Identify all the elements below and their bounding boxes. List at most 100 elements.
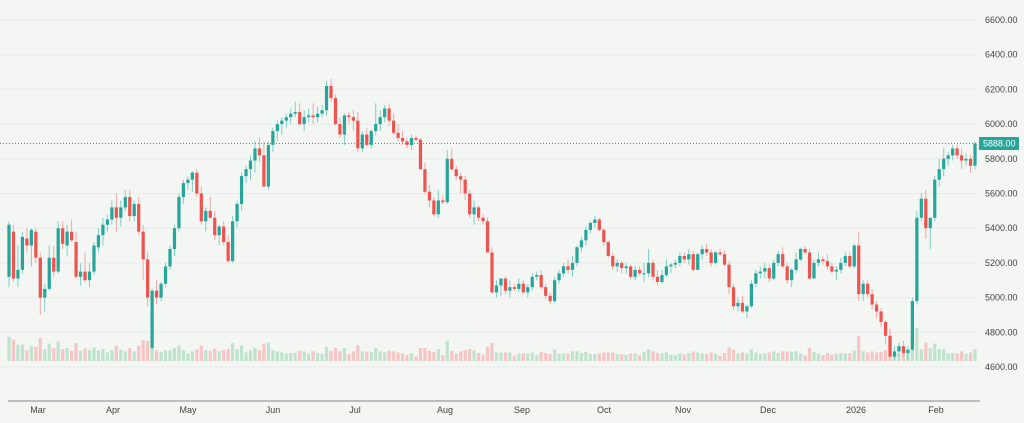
candle [548, 295, 552, 302]
candle [351, 117, 355, 121]
volume-bar [714, 353, 718, 361]
volume-bar [673, 355, 677, 361]
candle [499, 278, 503, 286]
volume-bar [257, 350, 262, 361]
volume-bar [857, 335, 861, 361]
volume-bar [830, 354, 834, 361]
candle [570, 262, 575, 270]
candle [731, 287, 736, 307]
price-tick-label: 4600.00 [985, 362, 1018, 372]
volume-bar [47, 343, 51, 361]
price-tick-label: 6600.00 [985, 15, 1018, 25]
candle [593, 219, 597, 223]
volume-bar [579, 353, 584, 361]
candle [266, 144, 270, 187]
candle [830, 266, 834, 272]
volume-bar [588, 354, 592, 361]
candle [946, 155, 950, 159]
candle [418, 139, 423, 170]
price-axis[interactable]: 6600.00 6400.00 6200.00 6000.00 5800.00 5600.… [985, 15, 1018, 372]
candle [168, 249, 172, 267]
candle [682, 255, 686, 260]
volume-bar [687, 353, 691, 361]
volume-bar [794, 351, 798, 361]
volume-bar [65, 348, 69, 361]
volume-bar [423, 348, 427, 361]
candle [937, 169, 941, 180]
candle [973, 143, 977, 166]
volume-bar [293, 353, 297, 361]
price-tick-label: 5800.00 [985, 154, 1018, 164]
candle [186, 179, 190, 184]
candle [141, 231, 145, 260]
volume-bar [315, 353, 320, 361]
candle [239, 176, 244, 204]
volume-bar [61, 349, 65, 361]
candle [146, 259, 150, 298]
candle [722, 254, 727, 265]
volume-bar [803, 355, 807, 361]
volume-bar [476, 353, 481, 361]
candle [423, 169, 427, 192]
volume-bar [392, 351, 396, 361]
candle [392, 120, 396, 133]
volume-bar [11, 339, 16, 361]
volume-bar [298, 350, 302, 361]
last-price-badge [979, 137, 1019, 151]
candle [128, 196, 132, 217]
candle [848, 255, 852, 267]
volume-bar [749, 349, 753, 361]
volume-bar [190, 351, 194, 361]
time-tick-label: May [179, 405, 197, 415]
candle [615, 262, 619, 267]
volume-bar [114, 345, 118, 361]
candle [320, 110, 324, 114]
candle [222, 226, 226, 243]
candle [959, 155, 964, 161]
volume-bar [722, 353, 727, 361]
candle [213, 217, 217, 236]
candle [150, 290, 154, 348]
last-price-label: 5888.00 [983, 139, 1016, 149]
candle [414, 137, 418, 140]
volume-bar [575, 351, 579, 361]
volume-bar [772, 351, 776, 361]
volume-bar [812, 351, 816, 361]
candle [454, 169, 458, 177]
volume-bar [593, 354, 597, 361]
candle [861, 283, 865, 295]
candle [749, 283, 753, 307]
candle [866, 283, 870, 295]
volume-bar [105, 352, 109, 361]
candle [284, 117, 288, 121]
candle [521, 283, 525, 293]
candle [530, 276, 534, 288]
volume-bar [776, 353, 780, 361]
volume-bar [700, 353, 704, 361]
volume-bar [186, 353, 190, 361]
volume-bar [754, 352, 758, 361]
volume-bar [526, 353, 530, 361]
candle [463, 179, 467, 194]
candle [803, 249, 807, 253]
volume-bar [946, 353, 950, 361]
volume-bar [816, 353, 821, 361]
candle [879, 311, 883, 322]
candle [575, 247, 579, 263]
volume-bar [503, 352, 508, 361]
volume-bar [177, 345, 181, 361]
candle [119, 207, 123, 218]
volume-bar [606, 352, 610, 361]
volume-bar [566, 353, 570, 361]
candle [87, 271, 92, 281]
volume-bar [83, 348, 87, 361]
time-axis[interactable]: Mar Apr May Jun Jul Aug Sep Oct Nov Dec 2026 Feb [30, 405, 944, 415]
candle [754, 273, 758, 284]
candle [199, 193, 203, 222]
candle [736, 302, 740, 307]
candle [481, 217, 485, 222]
volume-bar [517, 353, 521, 361]
candle [843, 255, 847, 263]
candle [825, 261, 830, 267]
